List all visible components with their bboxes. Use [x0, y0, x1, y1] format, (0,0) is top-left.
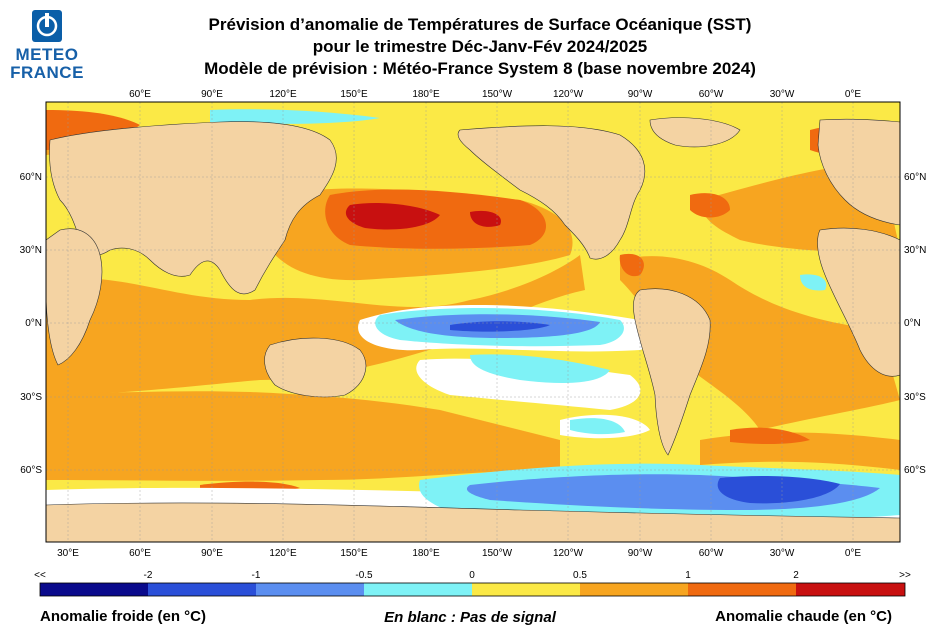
lon-label-bottom: 60°W: [699, 548, 724, 559]
legend-warm-label: Anomalie chaude (en °C): [715, 608, 892, 625]
lon-label-bottom: 120°W: [553, 548, 584, 559]
lon-label-top: 90°W: [628, 89, 653, 100]
colorbar-tick-label: -0.5: [355, 570, 373, 581]
title-line1: Prévision d’anomalie de Températures de …: [208, 15, 752, 34]
colorbar-tick-label: -2: [144, 570, 153, 581]
graticule: [46, 102, 900, 542]
colorbar-tick-label: >>: [899, 570, 911, 581]
lat-label-left: 30°S: [20, 392, 42, 403]
lon-label-bottom: 90°E: [201, 548, 223, 559]
colorbar-segment: [580, 583, 688, 596]
north-america-landmass: [457, 125, 646, 260]
lon-label-bottom: 60°E: [129, 548, 151, 559]
africa-landmass: [46, 228, 103, 366]
left-latitude-labels: 60°N 30°N 0°N 30°S 60°S: [20, 172, 43, 476]
europe-east-landmass: [817, 118, 900, 226]
colorbar-segment: [40, 583, 148, 596]
lat-label-right: 0°N: [904, 318, 921, 329]
lon-label-top: 120°W: [553, 89, 584, 100]
lon-label-bottom: 0°E: [845, 548, 862, 559]
legend-no-signal-label: En blanc : Pas de signal: [384, 609, 556, 626]
lon-label-top: 60°W: [699, 89, 724, 100]
south-america-landmass: [633, 288, 711, 456]
lon-label-top: 120°E: [269, 89, 297, 100]
top-longitude-labels: 60°E 90°E 120°E 150°E 180°E 150°W 120°W …: [129, 89, 861, 100]
colorbar-tick-label: 0.5: [573, 570, 587, 581]
legend-cold-label: Anomalie froide (en °C): [40, 608, 207, 625]
colorbar-segment: [256, 583, 364, 596]
lon-label-bottom: 90°W: [628, 548, 653, 559]
lon-label-bottom: 150°E: [340, 548, 368, 559]
lon-label-bottom: 120°E: [269, 548, 297, 559]
lat-label-left: 60°N: [20, 172, 42, 183]
title-line2: pour le trimestre Déc-Janv-Fév 2024/2025: [312, 37, 648, 56]
very-cold-anomaly-regions: [450, 321, 840, 504]
colorbar-segment: [796, 583, 905, 596]
logo-text-line2: FRANCE: [10, 63, 84, 82]
greenland-landmass: [649, 117, 741, 148]
antarctica-landmass: [46, 502, 900, 542]
title-line3: Modèle de prévision : Météo-France Syste…: [204, 59, 756, 78]
colorbar-tick-label: 0: [469, 570, 475, 581]
africa-east-landmass: [817, 227, 900, 377]
lon-label-top: 150°W: [482, 89, 513, 100]
colorbar: << -2 -1 -0.5 0 0.5 1 2 >>: [34, 570, 911, 597]
land-masses: [46, 117, 900, 542]
right-latitude-labels: 60°N 30°N 0°N 30°S 60°S: [904, 172, 926, 476]
lon-label-top: 30°W: [770, 89, 795, 100]
lon-label-top: 0°E: [845, 89, 862, 100]
lon-label-top: 180°E: [412, 89, 440, 100]
colorbar-segment: [364, 583, 472, 596]
colorbar-tick-label: -1: [252, 570, 261, 581]
lat-label-right: 30°N: [904, 245, 926, 256]
colorbar-segment: [688, 583, 796, 596]
logo-text-line1: METEO: [15, 45, 79, 64]
lat-label-left: 60°S: [20, 465, 42, 476]
meteo-france-logo: METEO FRANCE: [8, 10, 86, 85]
lon-label-top: 90°E: [201, 89, 223, 100]
lat-label-left: 0°N: [25, 318, 42, 329]
bottom-longitude-labels: 30°E 60°E 90°E 120°E 150°E 180°E 150°W 1…: [57, 548, 861, 559]
lon-label-bottom: 150°W: [482, 548, 513, 559]
lon-label-top: 150°E: [340, 89, 368, 100]
lon-label-bottom: 180°E: [412, 548, 440, 559]
colorbar-frame: [39, 582, 906, 597]
lon-label-top: 60°E: [129, 89, 151, 100]
australia-landmass: [264, 337, 367, 398]
lat-label-left: 30°N: [20, 245, 42, 256]
colorbar-segment: [148, 583, 256, 596]
lat-label-right: 60°S: [904, 465, 926, 476]
colorbar-segment: [472, 583, 580, 596]
lat-label-right: 30°S: [904, 392, 926, 403]
colorbar-tick-label: <<: [34, 570, 46, 581]
colorbar-tick-label: 1: [685, 570, 691, 581]
colorbar-tick-label: 2: [793, 570, 799, 581]
lon-label-bottom: 30°W: [770, 548, 795, 559]
logo-mark-icon: [32, 10, 62, 42]
map-frame: [45, 101, 901, 543]
lon-label-bottom: 30°E: [57, 548, 79, 559]
map-field: [46, 102, 900, 542]
lat-label-right: 60°N: [904, 172, 926, 183]
